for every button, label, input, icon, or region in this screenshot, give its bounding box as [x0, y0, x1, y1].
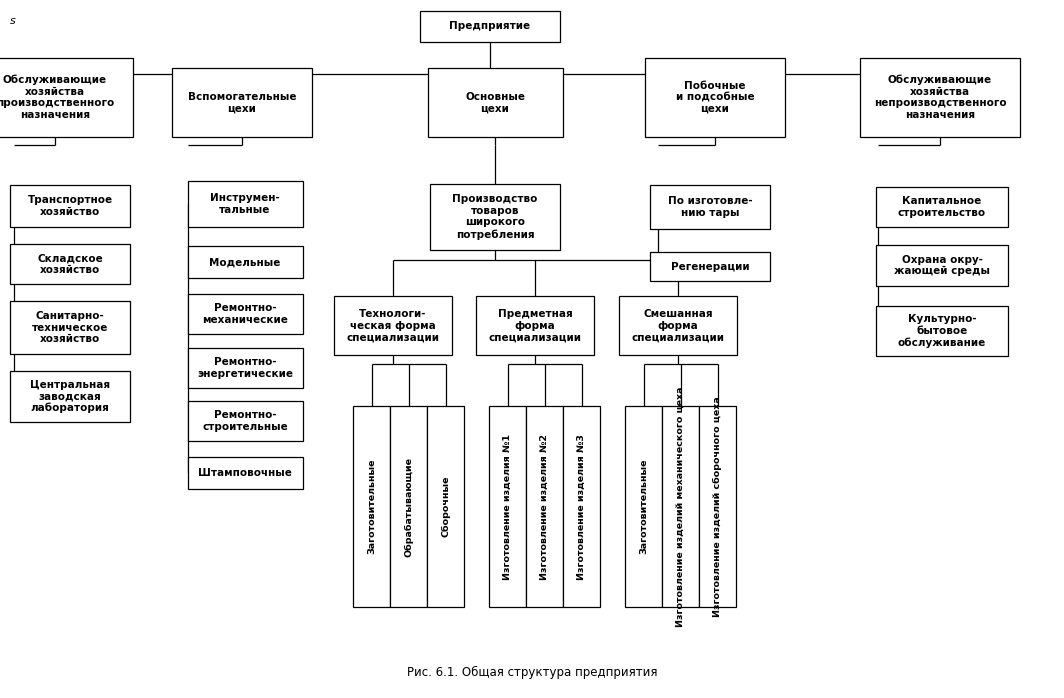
Bar — [187, 181, 302, 228]
Bar — [420, 10, 560, 43]
Text: Сборочные: Сборочные — [440, 476, 450, 537]
Text: Обслуживающие
хозяйства
производственного
назначения: Обслуживающие хозяйства производственног… — [0, 75, 114, 120]
Bar — [390, 406, 427, 607]
Bar — [662, 406, 699, 607]
Text: Предметная
форма
специализации: Предметная форма специализации — [488, 309, 582, 342]
Text: Обслуживающие
хозяйства
непроизводственного
назначения: Обслуживающие хозяйства непроизводственн… — [874, 75, 1007, 120]
Text: Изготовление изделий сборочного цеха: Изготовление изделий сборочного цеха — [713, 396, 722, 617]
Bar — [650, 185, 770, 230]
Bar — [430, 184, 560, 250]
Bar — [187, 457, 302, 489]
Text: По изготовле-
нию тары: По изготовле- нию тары — [668, 196, 752, 218]
Bar — [187, 294, 302, 334]
Text: Изготовление изделия №1: Изготовление изделия №1 — [503, 433, 512, 579]
Text: Вспомогательные
цехи: Вспомогательные цехи — [187, 91, 296, 113]
Text: Штамповочные: Штамповочные — [198, 468, 292, 477]
Bar — [650, 252, 770, 281]
Bar — [645, 58, 785, 137]
Bar — [876, 246, 1008, 285]
Text: Транспортное
хозяйство: Транспортное хозяйство — [28, 195, 113, 217]
Text: Заготовительные: Заготовительные — [639, 459, 648, 554]
Bar — [172, 68, 312, 137]
Bar — [187, 401, 302, 441]
Text: Технологи-
ческая форма
специализации: Технологи- ческая форма специализации — [347, 309, 439, 342]
Bar — [563, 406, 600, 607]
Bar — [489, 406, 526, 607]
Text: Предприятие: Предприятие — [449, 22, 531, 31]
Text: Побочные
и подсобные
цехи: Побочные и подсобные цехи — [676, 81, 754, 114]
Text: ѕ: ѕ — [10, 16, 16, 26]
Text: Культурно-
бытовое
обслуживание: Культурно- бытовое обслуживание — [898, 314, 986, 348]
Text: Изготовление изделий механического цеха: Изготовление изделий механического цеха — [676, 386, 685, 627]
Text: Ремонтно-
механические: Ремонтно- механические — [202, 304, 288, 325]
Text: Центральная
заводская
лаборатория: Центральная заводская лаборатория — [30, 380, 110, 413]
Text: Ремонтно-
строительные: Ремонтно- строительные — [202, 410, 288, 432]
Text: Обрабатывающие: Обрабатывающие — [404, 456, 413, 556]
Bar — [10, 371, 130, 422]
Bar — [619, 296, 737, 355]
Text: Санитарно-
техническое
хозяйство: Санитарно- техническое хозяйство — [32, 311, 109, 344]
Bar — [876, 306, 1008, 357]
Bar — [476, 296, 594, 355]
Text: Модельные: Модельные — [210, 258, 281, 267]
Bar — [427, 406, 464, 607]
Bar — [187, 246, 302, 278]
Text: Регенерации: Регенерации — [670, 262, 749, 272]
Bar — [625, 406, 662, 607]
Text: Изготовление изделия №3: Изготовление изделия №3 — [577, 433, 586, 579]
Text: Складское
хозяйство: Складское хозяйство — [37, 253, 103, 275]
Text: Заготовительные: Заготовительные — [367, 459, 376, 554]
Text: Основные
цехи: Основные цехи — [465, 91, 525, 113]
Bar — [334, 296, 452, 355]
Bar — [10, 185, 130, 228]
Bar — [860, 58, 1020, 137]
Bar — [187, 348, 302, 388]
Bar — [526, 406, 563, 607]
Bar — [699, 406, 736, 607]
Text: Рис. 6.1. Общая структура предприятия: Рис. 6.1. Общая структура предприятия — [406, 666, 658, 679]
Bar — [10, 244, 130, 285]
Bar — [353, 406, 390, 607]
Text: Изготовление изделия №2: Изготовление изделия №2 — [541, 433, 549, 579]
Text: Смешанная
форма
специализации: Смешанная форма специализации — [632, 309, 725, 342]
Bar — [0, 58, 133, 137]
Text: Производство
товаров
широкого
потребления: Производство товаров широкого потреблени… — [452, 194, 537, 239]
Text: Капитальное
строительство: Капитальное строительство — [898, 196, 986, 218]
Text: Ремонтно-
энергетические: Ремонтно- энергетические — [197, 357, 293, 379]
Bar — [876, 187, 1008, 228]
Text: Охрана окру-
жающей среды: Охрана окру- жающей среды — [894, 255, 990, 276]
Bar — [428, 68, 563, 137]
Text: Инструмен-
тальные: Инструмен- тальные — [210, 193, 280, 215]
Bar — [10, 302, 130, 355]
